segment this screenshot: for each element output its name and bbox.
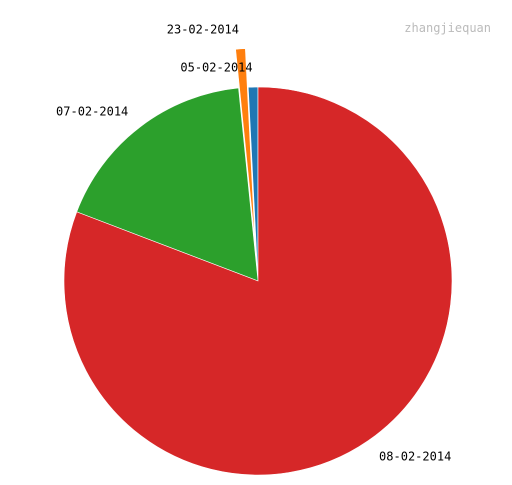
- pie-slice-08-02-2014: [63, 86, 453, 476]
- pie-labels: 05-02-2014 23-02-2014 07-02-2014 08-02-2014: [56, 23, 451, 464]
- pie-label-07-02-2014: 07-02-2014: [56, 105, 128, 119]
- pie-slices: [63, 48, 453, 476]
- pie-label-05-02-2014: 05-02-2014: [180, 61, 252, 75]
- pie-slice-07-02-2014: [76, 87, 259, 282]
- pie-label-08-02-2014: 08-02-2014: [379, 450, 451, 464]
- pie-label-23-02-2014: 23-02-2014: [167, 23, 239, 37]
- watermark: zhangjiequan: [404, 21, 491, 35]
- pie-slice-23-02-2014: [235, 48, 256, 243]
